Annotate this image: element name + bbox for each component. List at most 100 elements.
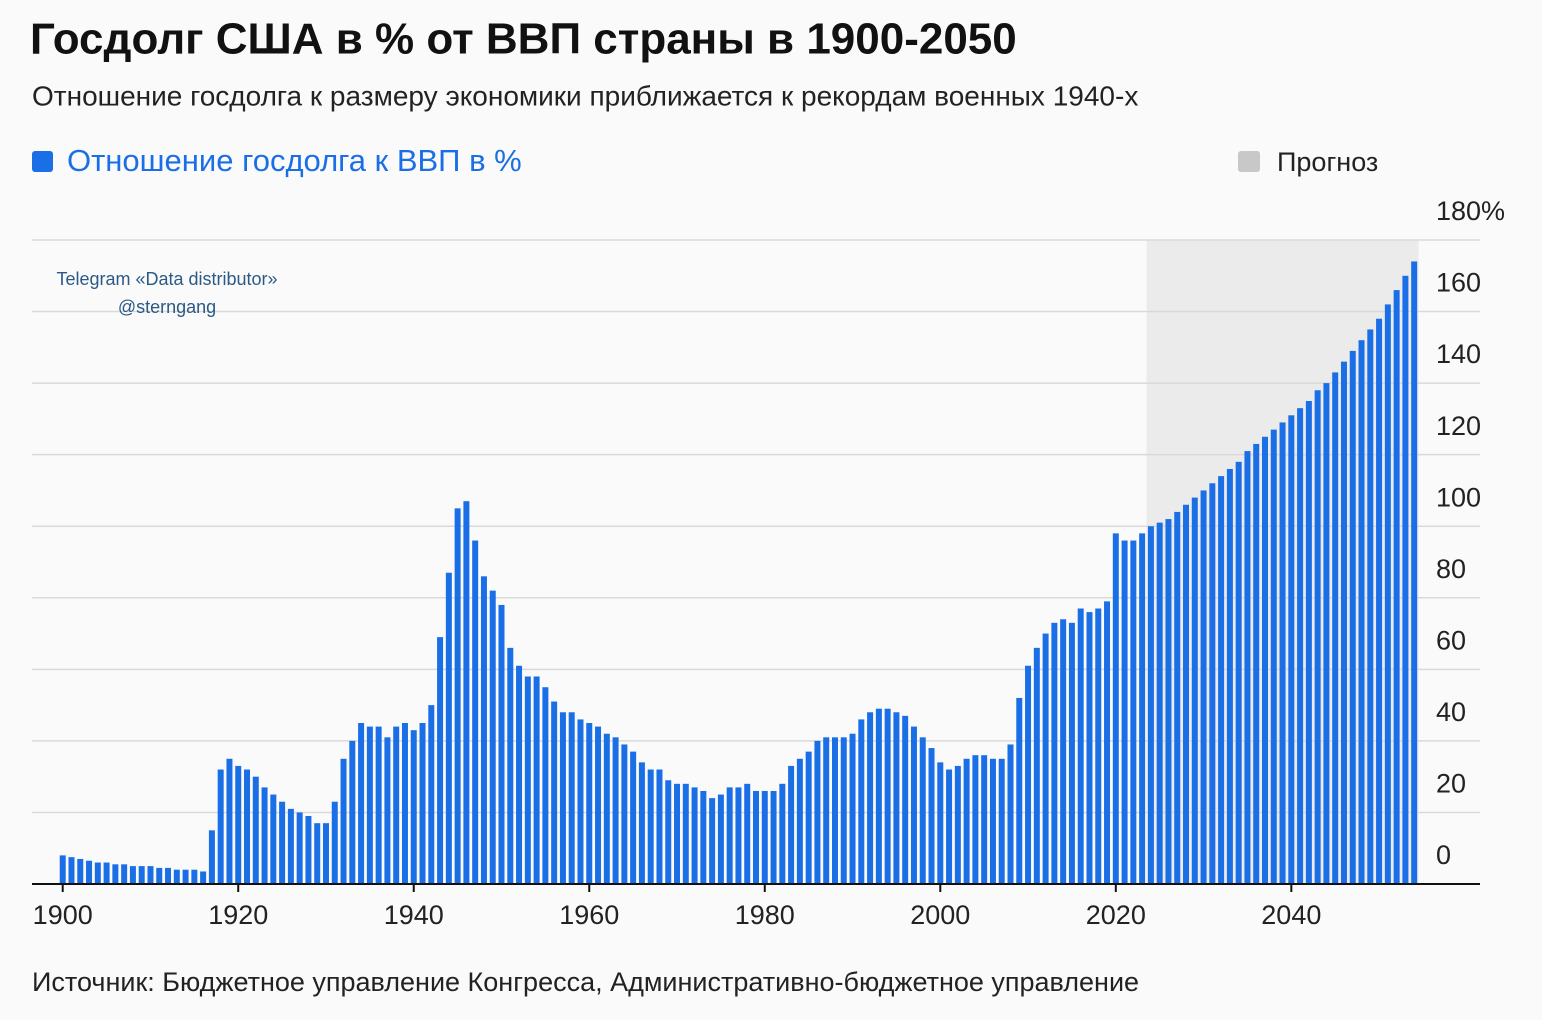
bar: [1367, 329, 1374, 884]
bar: [1349, 350, 1356, 884]
x-tick-label: 1900: [33, 900, 93, 930]
bar: [1156, 522, 1163, 884]
bar: [191, 869, 198, 884]
bar: [972, 755, 979, 884]
bar: [551, 701, 558, 884]
bar: [480, 576, 487, 884]
bar: [498, 604, 505, 884]
y-tick-label: 160: [1436, 268, 1481, 298]
bar: [586, 723, 593, 884]
bar: [1340, 361, 1347, 885]
bar: [577, 719, 584, 884]
y-tick-label: 120: [1436, 411, 1481, 441]
bar: [595, 726, 602, 884]
bar: [1068, 622, 1075, 884]
bar: [1060, 619, 1067, 884]
bar: [919, 737, 926, 884]
bar: [875, 708, 882, 884]
x-tick-label: 1920: [208, 900, 268, 930]
legend-swatch: [1238, 151, 1260, 172]
bar: [603, 733, 610, 884]
bar: [998, 758, 1005, 884]
bar: [700, 790, 707, 884]
bar: [665, 780, 672, 884]
bar: [1288, 415, 1295, 884]
bar: [831, 737, 838, 884]
x-tick-label: 2000: [910, 900, 970, 930]
bar: [1121, 540, 1128, 884]
bar: [1174, 511, 1181, 884]
bar: [1393, 290, 1400, 885]
bar: [1025, 665, 1032, 884]
bar: [270, 794, 277, 884]
bar: [524, 676, 531, 884]
bar: [94, 862, 101, 884]
bar: [814, 740, 821, 884]
x-tick-label: 2040: [1261, 900, 1321, 930]
bar: [638, 762, 645, 884]
x-tick-label: 2020: [1086, 900, 1146, 930]
bar: [1332, 372, 1339, 884]
bar: [419, 723, 426, 884]
bar: [893, 712, 900, 884]
bar: [1314, 390, 1321, 884]
bar: [946, 769, 953, 884]
bar: [322, 823, 329, 884]
bar: [770, 790, 777, 884]
bar: [437, 637, 444, 884]
bar: [630, 751, 637, 884]
bar: [358, 723, 365, 884]
bar: [1218, 476, 1225, 884]
bar: [735, 787, 742, 884]
bar: [507, 647, 514, 884]
bar: [647, 769, 654, 884]
bar: [463, 501, 470, 884]
bar: [516, 665, 523, 884]
legend-label: Прогноз: [1277, 147, 1378, 177]
watermark: @sterngang: [118, 297, 216, 317]
bar: [1270, 429, 1277, 884]
bar: [340, 758, 347, 884]
y-tick-label: 100: [1436, 482, 1481, 512]
bar: [1191, 497, 1198, 884]
bar: [717, 794, 724, 884]
bar: [1305, 401, 1312, 884]
bar: [489, 590, 496, 884]
bar: [401, 723, 408, 884]
bar: [182, 869, 189, 884]
bar: [156, 867, 163, 884]
bar: [963, 758, 970, 884]
bar: [1165, 519, 1172, 884]
bar: [331, 801, 338, 884]
bar: [709, 798, 716, 884]
bar: [849, 733, 856, 884]
bar: [1323, 383, 1330, 884]
y-tick-label: 20: [1436, 769, 1466, 799]
bar: [1183, 504, 1190, 884]
legend-swatch: [32, 151, 53, 172]
bar: [59, 855, 66, 884]
y-tick-label: 40: [1436, 697, 1466, 727]
bar: [568, 712, 575, 884]
bar: [1226, 468, 1233, 884]
bar: [147, 866, 154, 884]
bar: [77, 858, 84, 884]
bar: [1244, 451, 1251, 884]
bar: [68, 857, 75, 884]
bar: [454, 508, 461, 884]
bar: [682, 783, 689, 884]
bar: [314, 823, 321, 884]
y-tick-label: 140: [1436, 339, 1481, 369]
bar: [823, 737, 830, 884]
bar: [1235, 461, 1242, 884]
bar: [472, 540, 479, 884]
y-tick-label: 80: [1436, 554, 1466, 584]
bar: [954, 765, 961, 884]
bar: [244, 769, 251, 884]
bar: [884, 708, 891, 884]
bar: [1086, 612, 1093, 884]
bar: [173, 869, 180, 884]
bar: [86, 860, 93, 884]
x-tick-label: 1960: [559, 900, 619, 930]
bar: [1033, 647, 1040, 884]
